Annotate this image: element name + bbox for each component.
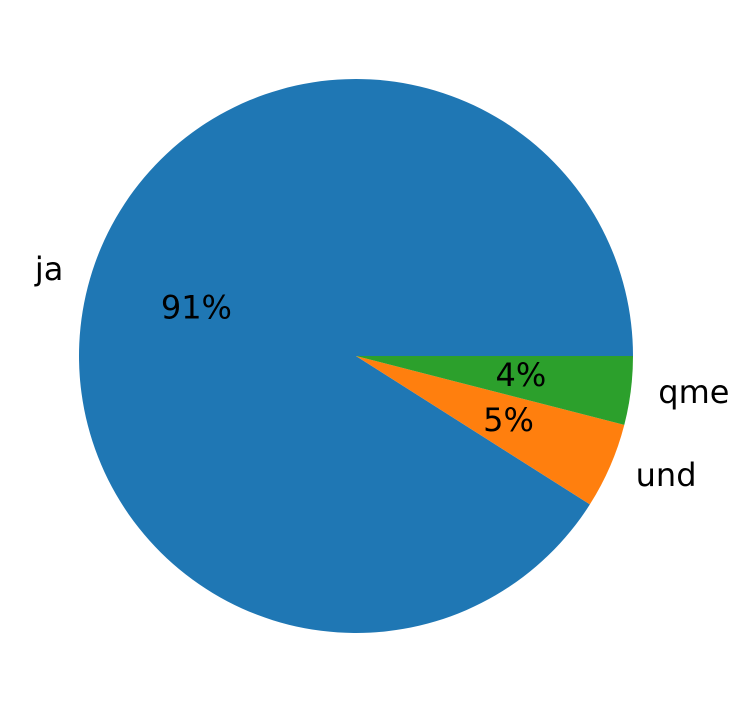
value-label: 5%: [483, 401, 534, 439]
slice-label: qme: [658, 373, 729, 411]
pie-slice: [356, 356, 625, 505]
pie-slice: [79, 79, 633, 634]
slice-label: und: [636, 456, 697, 494]
value-label: 91%: [161, 289, 232, 327]
value-label: 4%: [496, 356, 547, 394]
pie-slice: [356, 356, 633, 425]
slice-label: ja: [34, 250, 64, 288]
